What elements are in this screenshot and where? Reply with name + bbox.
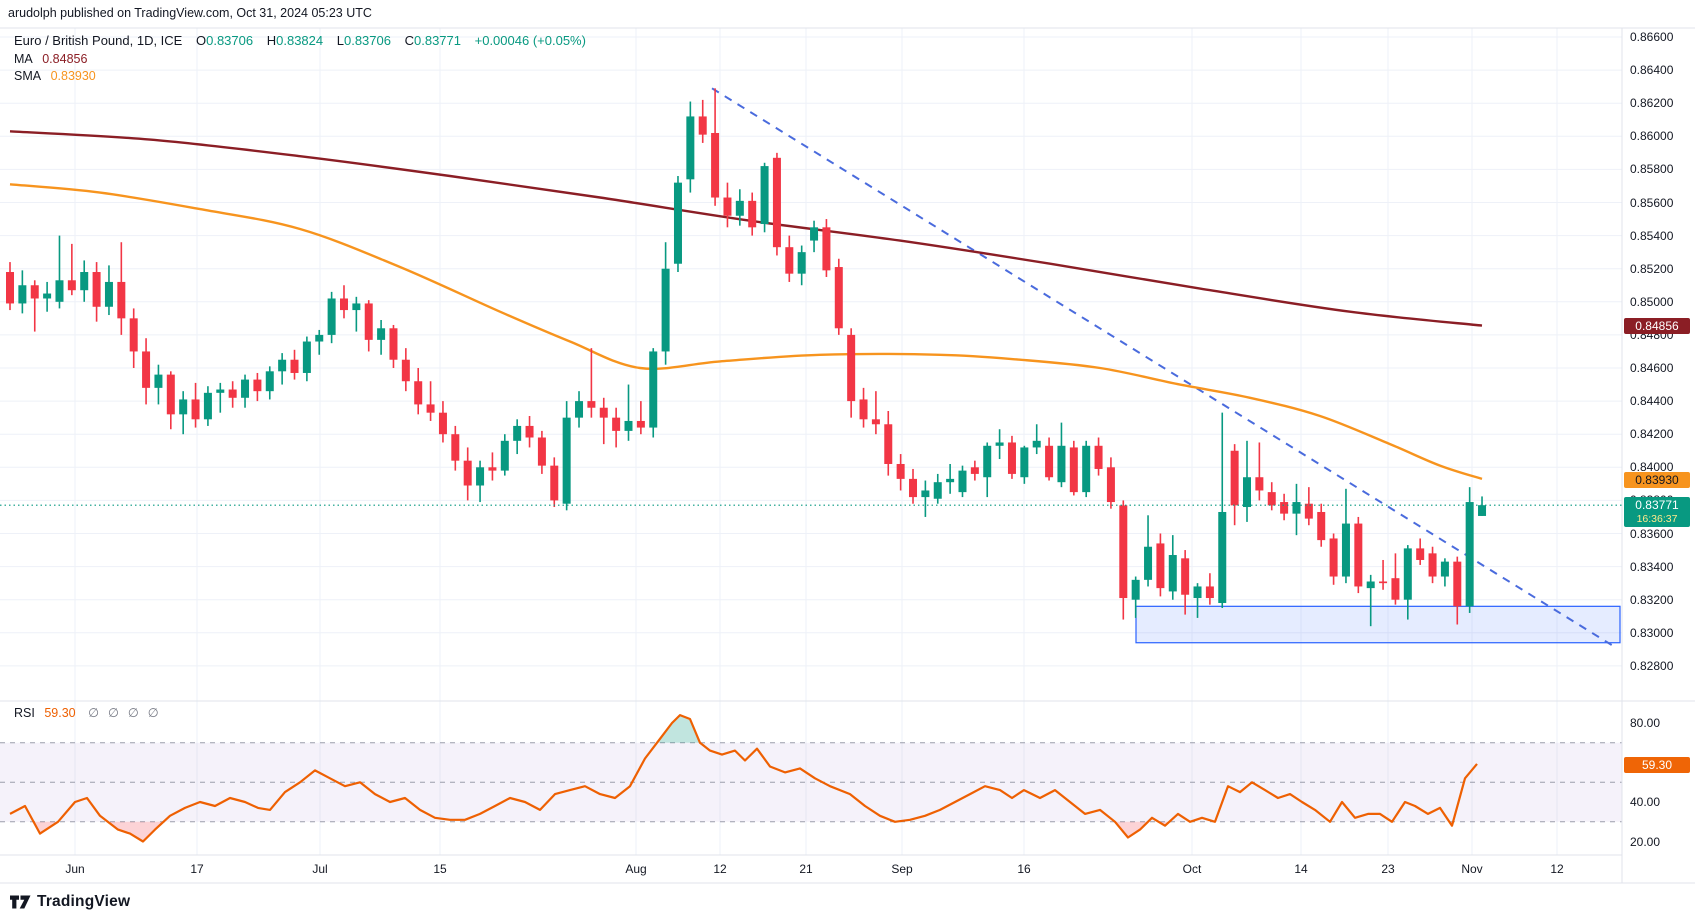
hidden-value-icon[interactable]: ∅ — [88, 706, 99, 720]
symbol-legend[interactable]: Euro / British Pound, 1D, ICE O0.83706 H… — [14, 33, 586, 48]
sma-value: 0.83930 — [50, 69, 96, 83]
time-tick-label: Jul — [312, 862, 328, 876]
tradingview-brand[interactable]: TradingView — [37, 893, 131, 910]
bar-countdown: 16:36:37 — [1636, 513, 1678, 525]
close-value: 0.83771 — [414, 33, 461, 48]
rsi-hidden-values: ∅ ∅ ∅ ∅ — [79, 706, 159, 720]
rsi-tick-label: 80.00 — [1630, 716, 1661, 730]
publish-header: arudolph published on TradingView.com, O… — [8, 6, 372, 20]
price-tick-label: 0.86400 — [1630, 63, 1674, 78]
hidden-value-icon[interactable]: ∅ — [147, 706, 159, 720]
time-tick-label: 12 — [713, 862, 727, 876]
time-tick-label: 17 — [190, 862, 204, 876]
price-tick-label: 0.86200 — [1630, 96, 1674, 111]
price-tick-label: 0.82800 — [1630, 658, 1674, 673]
price-tick-label: 0.84200 — [1630, 427, 1674, 442]
hidden-value-icon[interactable]: ∅ — [127, 706, 139, 720]
tradingview-attribution[interactable]: TradingView — [10, 893, 130, 911]
rsi-value: 59.30 — [44, 706, 76, 720]
ma-price-badge: 0.84856 — [1624, 318, 1690, 334]
time-tick-label: 23 — [1381, 862, 1395, 876]
price-tick-label: 0.84600 — [1630, 361, 1674, 375]
low-value: 0.83706 — [343, 33, 391, 48]
ma-indicator-row[interactable]: MA 0.84856 — [14, 52, 88, 66]
last-price-badge: 0.83771 16:36:37 — [1624, 497, 1690, 527]
price-tick-label: 0.83200 — [1630, 592, 1674, 607]
time-tick-label: 15 — [433, 862, 447, 876]
price-tick-label: 0.86600 — [1630, 30, 1674, 44]
price-tick-label: 0.84400 — [1630, 394, 1674, 409]
ma-value: 0.84856 — [42, 52, 88, 66]
hidden-value-icon[interactable]: ∅ — [107, 706, 119, 720]
time-tick-label: Jun — [65, 862, 85, 876]
sma-indicator-row[interactable]: SMA 0.83930 — [14, 69, 96, 83]
rsi-tick-label: 20.00 — [1630, 834, 1661, 849]
price-tick-label: 0.85800 — [1630, 162, 1674, 177]
rsi-indicator-row[interactable]: RSI 59.30 ∅ ∅ ∅ ∅ — [14, 706, 159, 720]
price-tick-label: 0.83600 — [1630, 526, 1674, 541]
time-tick-label: Oct — [1182, 862, 1202, 876]
symbol-title[interactable]: Euro / British Pound, 1D, ICE — [14, 33, 183, 48]
rsi-value-badge: 59.30 — [1624, 757, 1690, 773]
time-tick-label: Sep — [891, 862, 913, 876]
time-tick-label: 12 — [1550, 862, 1564, 876]
tradingview-logo-icon — [10, 895, 31, 909]
time-tick-label: Aug — [625, 862, 647, 876]
price-tick-label: 0.84000 — [1630, 460, 1674, 475]
open-value: 0.83706 — [206, 33, 254, 48]
price-tick-label: 0.85600 — [1630, 195, 1674, 210]
last-price-value: 0.83771 — [1635, 498, 1679, 512]
rsi-tick-label: 40.00 — [1630, 795, 1661, 809]
time-tick-label: 16 — [1017, 862, 1031, 876]
price-tick-label: 0.86000 — [1630, 129, 1674, 144]
price-tick-label: 0.85200 — [1630, 261, 1674, 276]
price-tick-label: 0.83400 — [1630, 559, 1674, 574]
time-tick-label: Nov — [1461, 862, 1483, 876]
sma-price-badge: 0.83930 — [1624, 472, 1690, 488]
price-tick-label: 0.85000 — [1630, 294, 1674, 309]
change-value: +0.00046 (+0.05%) — [474, 33, 586, 48]
high-value: 0.83824 — [276, 33, 324, 48]
price-tick-label: 0.85400 — [1630, 228, 1674, 243]
price-tick-label: 0.83000 — [1630, 625, 1674, 640]
time-tick-label: 14 — [1294, 862, 1308, 876]
time-tick-label: 21 — [799, 862, 813, 876]
